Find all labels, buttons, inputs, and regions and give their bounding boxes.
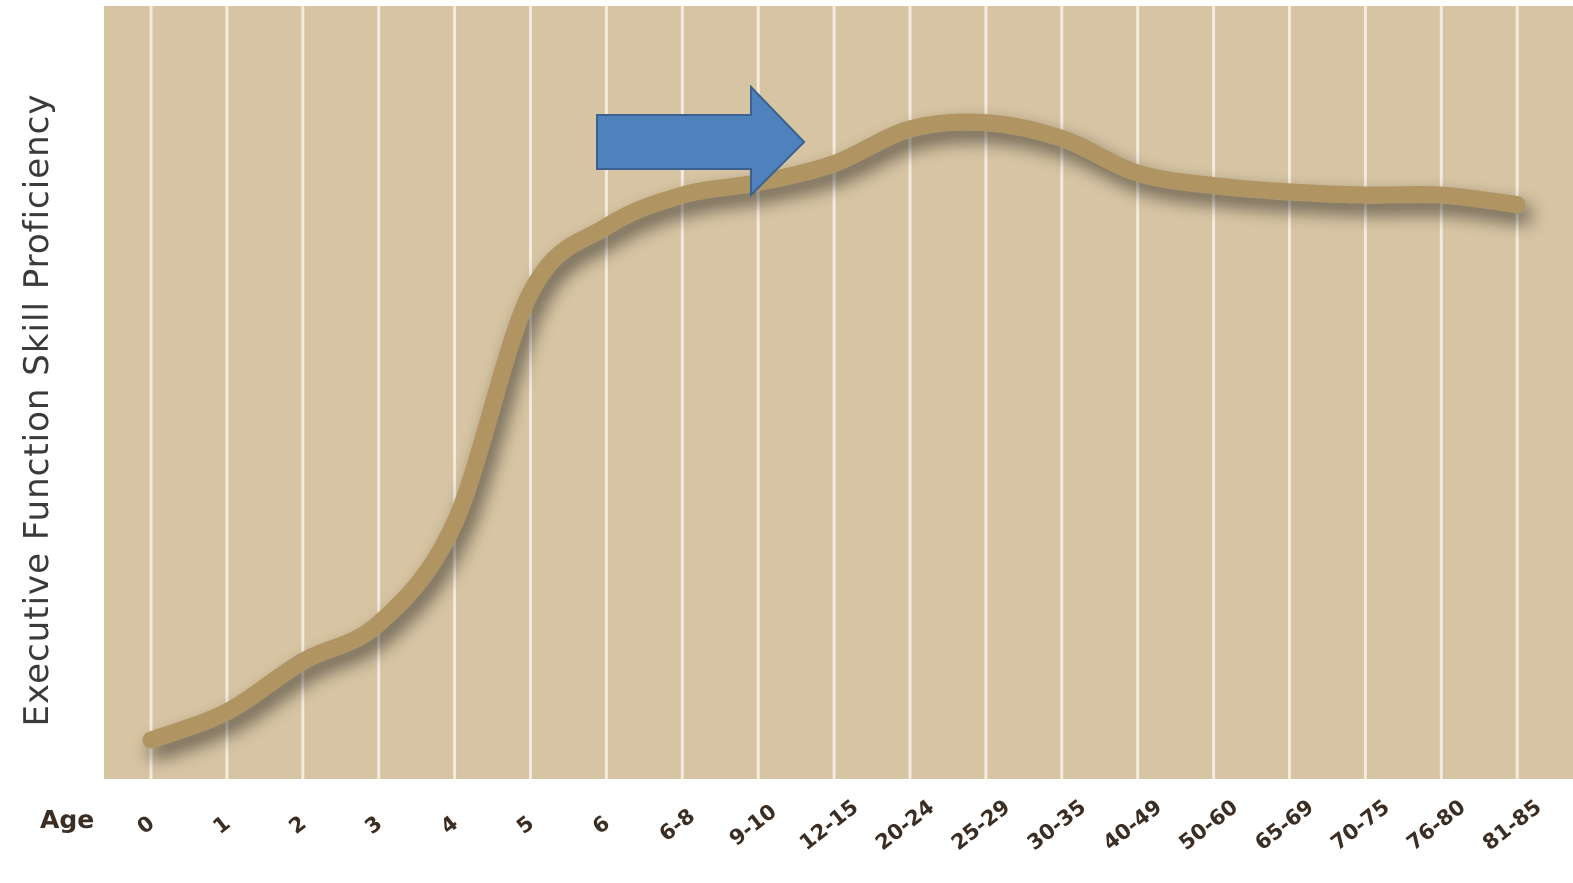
x-tick-label: 3 (360, 811, 386, 839)
data-point (1287, 189, 1293, 195)
data-point (983, 120, 989, 126)
data-point (1211, 183, 1217, 189)
x-tick-label: 6-8 (655, 804, 700, 846)
x-tick-label: 70-75 (1326, 795, 1394, 855)
x-tick-labels: 0 1 2 3 4 5 6 6-8 9-10 12-15 20-24 25-29 30-35 40-49 5… (132, 795, 1545, 855)
data-point (603, 224, 609, 230)
data-point (1514, 202, 1520, 208)
data-point (376, 620, 382, 626)
x-tick-label: 25-29 (947, 795, 1015, 855)
data-point (1059, 135, 1065, 141)
data-point (148, 737, 154, 743)
x-tick-label: 2 (284, 811, 310, 839)
plot-background (104, 6, 1573, 779)
x-tick-label: 76-80 (1402, 795, 1470, 855)
data-point (1438, 192, 1444, 198)
y-axis-label: Executive Function Skill Proficiency (17, 94, 57, 727)
data-point (907, 126, 913, 132)
data-point (300, 658, 306, 664)
data-point (528, 290, 534, 296)
x-tick-label: 1 (208, 811, 234, 839)
x-tick-label: 9-10 (725, 799, 781, 850)
x-axis-label: Age (40, 805, 94, 834)
data-point (679, 192, 685, 198)
x-tick-label: 5 (512, 811, 538, 839)
data-point (452, 520, 458, 526)
x-tick-label: 40-49 (1098, 795, 1166, 855)
data-point (224, 709, 230, 715)
x-tick-label: 4 (436, 811, 462, 839)
x-tick-label: 6 (588, 811, 614, 839)
data-point (1135, 170, 1141, 176)
series-line (142, 113, 1526, 749)
data-point (1362, 192, 1368, 198)
data-point (831, 161, 837, 167)
x-tick-label: 30-35 (1023, 795, 1091, 855)
x-tick-label: 50-60 (1174, 795, 1242, 855)
x-tick-label: 12-15 (795, 795, 863, 855)
x-tick-label: 81-85 (1478, 795, 1546, 855)
x-tick-label: 65-69 (1250, 795, 1318, 855)
x-tick-label: 0 (132, 811, 158, 839)
x-tick-label: 20-24 (871, 795, 939, 855)
annotation-arrow (596, 84, 806, 198)
